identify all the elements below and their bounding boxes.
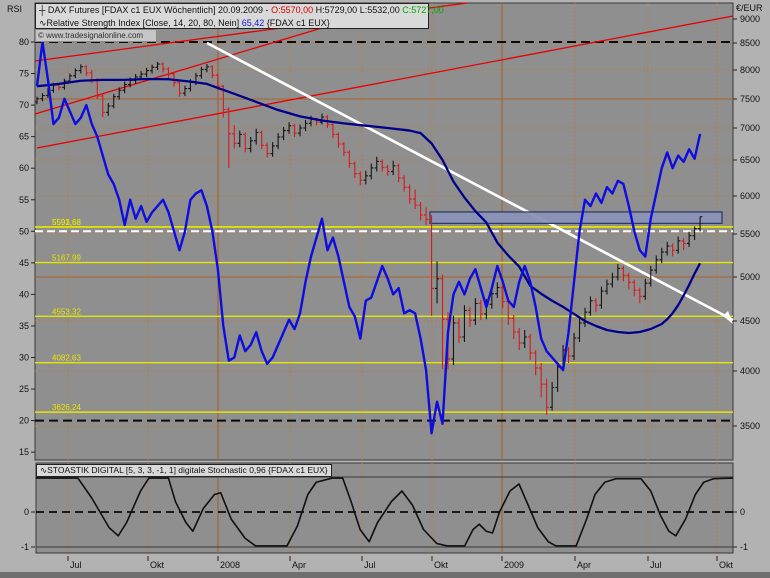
price-axis-label: 7000 — [740, 123, 760, 133]
rsi-legend-line: ∿Relative Strength Index [Close, 14, 20,… — [39, 17, 425, 30]
wave-icon: ∿ — [39, 17, 47, 28]
price-axis-label: 8000 — [740, 65, 760, 75]
rsi-axis-label: 80 — [19, 37, 29, 47]
moving-average-line — [36, 77, 702, 335]
rsi-axis-title: RSI — [7, 4, 23, 14]
stochastic-axis-label-right: 0 — [740, 507, 745, 517]
stochastic-line — [36, 477, 734, 547]
rsi-symbol-suffix: {FDAX c1 EUX} — [266, 17, 330, 28]
quote-open: O:5570,00 — [271, 5, 314, 15]
support-level-label: 5593,68 — [52, 218, 81, 227]
rsi-axis-label: 30 — [19, 353, 29, 363]
rsi-axis-label: 45 — [19, 258, 29, 268]
price-axis-label: 5000 — [740, 272, 760, 282]
stochastic-legend[interactable]: ∿STOASTIK DIGITAL [5, 3, 3, -1, 1] digit… — [36, 464, 332, 477]
stochastic-value: 0,96 — [249, 465, 266, 475]
price-axis-label: 4500 — [740, 316, 760, 326]
rsi-axis-label: 15 — [19, 447, 29, 457]
rsi-line — [35, 40, 702, 435]
stochastic-symbol-suffix: {FDAX c1 EUX} — [268, 465, 328, 475]
price-axis-label: 5500 — [740, 229, 760, 239]
support-level-label: 5591,68 — [52, 218, 81, 227]
time-axis-label: Okt — [434, 560, 449, 570]
rsi-axis-label: 25 — [19, 384, 29, 394]
stochastic-indicator-name: STOASTIK DIGITAL [5, 3, 3, -1, 1] digita… — [47, 465, 247, 475]
time-axis-label: 2009 — [504, 560, 524, 570]
price-axis-label: 4000 — [740, 366, 760, 376]
white-trendline — [206, 41, 734, 322]
rsi-value: 65,42 — [241, 17, 265, 28]
instrument-name: DAX Futures [FDAX c1 EUX Wöchentlich] — [47, 5, 216, 15]
time-axis-label: Jul — [70, 560, 82, 570]
price-axis-label: 3500 — [740, 421, 760, 431]
price-axis-label: 6000 — [740, 191, 760, 201]
rsi-axis-label: 75 — [19, 69, 29, 79]
white-trendline-arrowhead — [723, 311, 733, 324]
support-level-label: 3626,24 — [52, 403, 81, 412]
support-level-label: 4082,63 — [52, 354, 81, 363]
rsi-axis-label: 35 — [19, 321, 29, 331]
watermark: © www.tradesignalonline.com — [35, 29, 157, 42]
instrument-legend-line1: ┼ DAX Futures [FDAX c1 EUX Wöchentlich] … — [39, 5, 444, 15]
window-bottom-edge — [0, 572, 770, 578]
stochastic-axis-label-left: 0 — [24, 507, 29, 517]
time-axis-label: Apr — [292, 560, 306, 570]
rsi-axis-label: 40 — [19, 289, 29, 299]
time-axis-label: Okt — [719, 560, 734, 570]
price-axis-label: 9000 — [740, 14, 760, 24]
rsi-axis-label: 70 — [19, 100, 29, 110]
rsi-axis-label: 55 — [19, 195, 29, 205]
time-axis-label: Jul — [364, 560, 376, 570]
price-axis-label: 6500 — [740, 155, 760, 165]
support-level-label: 5167,99 — [52, 254, 81, 263]
candlestick-icon: ┼ — [39, 5, 46, 15]
rsi-axis-label: 60 — [19, 163, 29, 173]
support-level-label: 4553,32 — [52, 307, 81, 316]
time-axis-label: 2008 — [220, 560, 240, 570]
time-axis-label: Apr — [577, 560, 591, 570]
time-axis-label: Jul — [650, 560, 662, 570]
wave-icon: ∿ — [40, 465, 48, 475]
rsi-axis-label: 50 — [19, 226, 29, 236]
quote-close: C:5727,00 — [402, 5, 444, 15]
price-axis-title: €/EUR — [736, 3, 763, 13]
price-axis-label: 8500 — [740, 38, 760, 48]
quote-low: L:5532,00 — [359, 5, 400, 15]
red-trendline — [36, 15, 734, 149]
instrument-legend[interactable]: ┼ DAX Futures [FDAX c1 EUX Wöchentlich] … — [35, 3, 444, 30]
stochastic-axis-label-right: -1 — [740, 542, 748, 552]
rsi-axis-label: 20 — [19, 416, 29, 426]
stochastic-axis-label-left: -1 — [21, 542, 29, 552]
rsi-axis-label: 65 — [19, 132, 29, 142]
resistance-zone-box — [429, 211, 723, 224]
time-axis-label: Okt — [150, 560, 165, 570]
rsi-indicator-name: Relative Strength Index [Close, 14, 20, … — [46, 17, 240, 28]
quote-date: 20.09.2009 — [217, 5, 264, 15]
price-axis-label: 7500 — [740, 94, 760, 104]
quote-high: H:5729,00 — [315, 5, 358, 15]
